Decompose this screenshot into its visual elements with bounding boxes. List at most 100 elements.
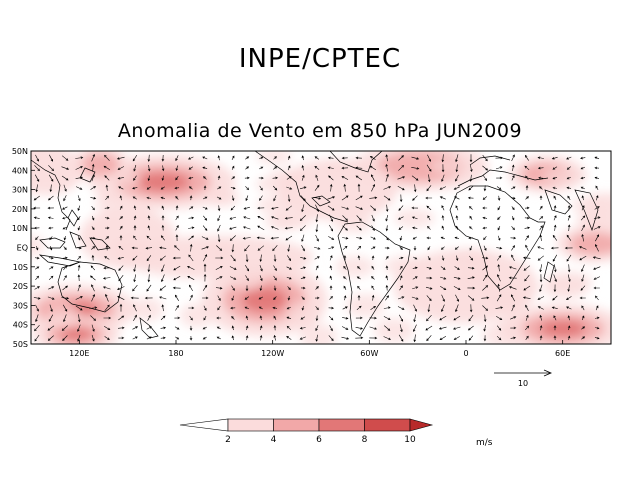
wind-arrow xyxy=(454,196,460,200)
wind-arrow xyxy=(385,255,389,260)
wind-arrow xyxy=(63,275,67,281)
wind-arrow xyxy=(453,276,461,280)
wind-arrow xyxy=(286,276,292,280)
wind-arrow xyxy=(525,335,529,340)
wind-arrow xyxy=(91,324,95,332)
wind-arrow xyxy=(133,225,137,231)
wind-arrow xyxy=(355,336,364,340)
wind-arrow xyxy=(552,166,558,170)
wind-arrow xyxy=(510,236,517,240)
wind-arrow xyxy=(355,156,362,160)
wind-arrow xyxy=(34,174,40,182)
wind-arrow xyxy=(411,296,419,300)
latitude-axis: 50N 40N 30N 20N 10N EQ 10S 20S 30S 40S 50S xyxy=(12,147,35,349)
wind-arrow xyxy=(427,225,431,230)
wind-arrow xyxy=(441,294,445,302)
lat-tick-label: 40N xyxy=(12,166,28,175)
wind-arrow xyxy=(398,155,404,161)
wind-arrow xyxy=(595,185,599,191)
wind-arrow xyxy=(341,156,348,160)
wind-arrow xyxy=(259,275,263,282)
wind-arrow xyxy=(385,275,389,281)
wind-arrow xyxy=(426,276,433,280)
wind-arrow xyxy=(369,165,377,171)
wind-arrow xyxy=(384,246,390,250)
wind-arrow xyxy=(412,266,418,270)
wind-arrow xyxy=(427,215,431,221)
wind-arrow xyxy=(357,245,362,250)
wind-arrow xyxy=(314,156,320,160)
wind-arrow xyxy=(411,156,420,160)
wind-arrow xyxy=(243,226,251,230)
wind-arrow xyxy=(61,166,70,170)
wind-arrow xyxy=(580,166,586,170)
wind-arrow xyxy=(539,195,543,200)
wind-arrow xyxy=(245,156,250,160)
wind-arrow xyxy=(284,226,293,230)
shading-patch xyxy=(541,168,589,184)
wind-arrow xyxy=(453,286,461,290)
wind-arrow xyxy=(118,336,125,340)
wind-arrow xyxy=(371,285,375,291)
wind-arrow xyxy=(91,174,95,182)
wind-arrow xyxy=(48,165,55,172)
wind-arrow xyxy=(188,176,194,180)
wind-arrow xyxy=(525,235,529,241)
shading-patch xyxy=(429,158,472,174)
wind-arrow xyxy=(385,163,388,172)
wind-arrow xyxy=(118,315,125,321)
wind-arrow xyxy=(132,255,138,261)
wind-arrow xyxy=(231,316,235,320)
wind-arrow xyxy=(61,325,68,331)
wind-arrow xyxy=(188,306,195,310)
wind-arrow xyxy=(35,304,39,312)
wind-arrow xyxy=(355,316,363,320)
shading-patch xyxy=(179,303,214,328)
wind-arrow xyxy=(203,254,208,262)
wind-arrow xyxy=(160,235,165,241)
wind-arrow xyxy=(231,165,235,170)
wind-arrow xyxy=(384,325,391,331)
wind-arrow xyxy=(371,174,375,182)
wind-arrow xyxy=(202,166,208,170)
wind-arrow xyxy=(202,225,208,231)
wind-arrow xyxy=(34,286,40,290)
wind-arrow xyxy=(299,336,306,340)
wind-arrow xyxy=(119,225,123,230)
shading-patch xyxy=(49,302,79,328)
wind-arrow xyxy=(343,183,347,192)
wind-arrow xyxy=(202,206,208,210)
wind-arrow xyxy=(511,294,515,302)
wind-arrow xyxy=(257,245,265,251)
wind-arrow xyxy=(160,186,165,190)
wind-arrow xyxy=(495,166,503,170)
wind-arrow xyxy=(537,166,544,170)
wind-arrow xyxy=(341,336,350,340)
wind-arrow xyxy=(454,236,460,240)
wind-arrow xyxy=(315,315,319,322)
shading-patch xyxy=(256,196,293,214)
wind-arrow xyxy=(201,246,209,250)
wind-arrow xyxy=(245,335,249,341)
wind-arrow xyxy=(426,205,432,211)
wind-arrow xyxy=(34,256,40,260)
shading-blob xyxy=(136,172,190,192)
wind-arrow xyxy=(579,255,587,261)
wind-arrow xyxy=(467,295,475,301)
wind-arrow xyxy=(537,156,544,160)
wind-arrow xyxy=(426,266,432,270)
wind-arrow xyxy=(595,326,600,330)
wind-arrow xyxy=(342,236,349,240)
wind-arrow xyxy=(299,186,307,190)
wind-arrow xyxy=(47,216,54,220)
wind-arrow xyxy=(300,286,306,290)
wind-arrow xyxy=(537,255,544,261)
wind-arrow xyxy=(270,226,279,230)
wind-arrow xyxy=(230,254,236,262)
wind-arrow xyxy=(245,254,249,263)
wind-arrow xyxy=(133,175,137,181)
wind-arrow xyxy=(273,334,277,341)
wind-arrow xyxy=(523,265,531,271)
wind-arrow xyxy=(104,226,110,230)
wind-arrow xyxy=(594,166,600,170)
